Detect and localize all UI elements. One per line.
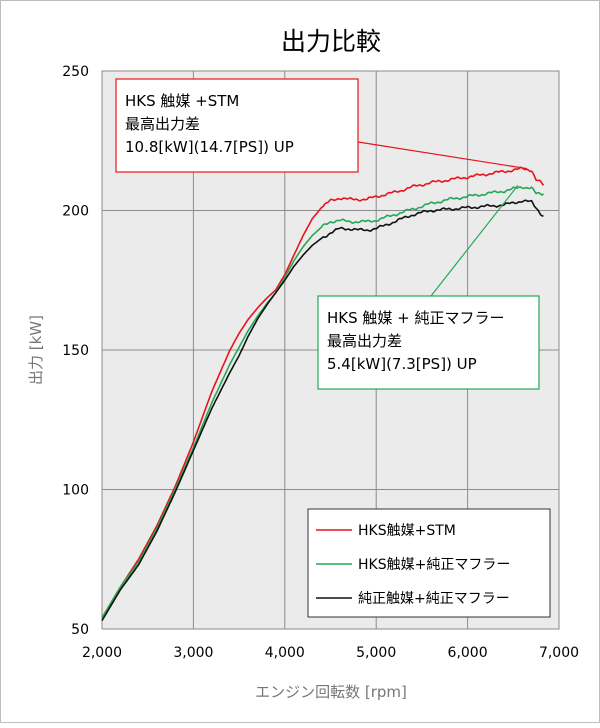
x-tick-label: 3,000 [173, 645, 213, 661]
y-tick-labels: 50 100 150 200 250 [62, 64, 89, 638]
series-lines [101, 166, 545, 622]
annotation-box [115, 78, 359, 173]
legend-label: HKS触媒+STM [358, 523, 456, 539]
x-tick-labels: 2,000 3,000 4,000 5,000 6,000 7,000 [82, 645, 579, 661]
annotation-box [317, 295, 540, 390]
annotation-text: 最高出力差 [327, 332, 402, 350]
series-line-1 [101, 166, 545, 619]
x-tick-label: 2,000 [82, 645, 122, 661]
annotation-pointer [430, 185, 519, 297]
x-tick-label: 7,000 [539, 645, 579, 661]
annotation-text: HKS 触媒 + 純正マフラー [327, 309, 505, 327]
y-tick-label: 50 [71, 622, 89, 638]
legend-label: 純正触媒+純正マフラー [358, 591, 510, 607]
annotations: HKS 触媒 +STM 最高出力差 10.8[kW](14.7[PS]) UP HKS… [115, 78, 540, 390]
series-line-3 [101, 199, 544, 622]
annotation-pointer [357, 141, 528, 170]
x-tick-label: 5,000 [356, 645, 396, 661]
series-line-2 [101, 186, 545, 619]
legend-box [307, 508, 551, 618]
x-tick-label: 6,000 [448, 645, 488, 661]
annotation-text: HKS 触媒 +STM [125, 92, 239, 110]
y-tick-label: 100 [62, 483, 89, 499]
annotation-text: 5.4[kW](7.3[PS]) UP [327, 355, 477, 373]
annotation-text: 10.8[kW](14.7[PS]) UP [125, 138, 294, 156]
y-tick-label: 150 [62, 343, 89, 359]
chart-title: 出力比較 [281, 27, 381, 56]
y-axis-label: 出力 [kW] [27, 315, 45, 385]
y-tick-label: 250 [62, 64, 89, 80]
legend-label: HKS触媒+純正マフラー [358, 557, 510, 573]
y-tick-label: 200 [62, 204, 89, 220]
x-axis-label: エンジン回転数 [rpm] [255, 683, 407, 701]
x-tick-label: 4,000 [265, 645, 305, 661]
annotation-text: 最高出力差 [125, 115, 200, 133]
